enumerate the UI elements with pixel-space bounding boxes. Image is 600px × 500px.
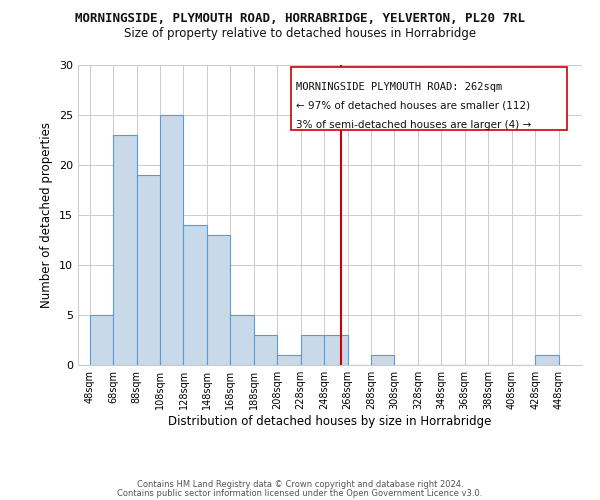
Bar [184,225,207,365]
Text: Contains HM Land Registry data © Crown copyright and database right 2024.: Contains HM Land Registry data © Crown c… [137,480,463,489]
Bar [371,355,394,365]
Bar [137,175,160,365]
Bar [113,135,137,365]
Text: 3% of semi-detached houses are larger (4) →: 3% of semi-detached houses are larger (4… [296,120,531,130]
Bar [301,335,324,365]
Bar [277,355,301,365]
Bar [324,335,347,365]
Bar [535,355,559,365]
Text: Contains public sector information licensed under the Open Government Licence v3: Contains public sector information licen… [118,490,482,498]
Bar [254,335,277,365]
Bar [207,235,230,365]
Text: ← 97% of detached houses are smaller (112): ← 97% of detached houses are smaller (11… [296,101,530,111]
Bar [292,67,567,130]
X-axis label: Distribution of detached houses by size in Horrabridge: Distribution of detached houses by size … [169,415,491,428]
Text: MORNINGSIDE PLYMOUTH ROAD: 262sqm: MORNINGSIDE PLYMOUTH ROAD: 262sqm [296,82,502,92]
Text: Size of property relative to detached houses in Horrabridge: Size of property relative to detached ho… [124,28,476,40]
Bar [90,315,113,365]
Y-axis label: Number of detached properties: Number of detached properties [40,122,53,308]
Bar [160,115,184,365]
Text: MORNINGSIDE, PLYMOUTH ROAD, HORRABRIDGE, YELVERTON, PL20 7RL: MORNINGSIDE, PLYMOUTH ROAD, HORRABRIDGE,… [75,12,525,26]
Bar [230,315,254,365]
